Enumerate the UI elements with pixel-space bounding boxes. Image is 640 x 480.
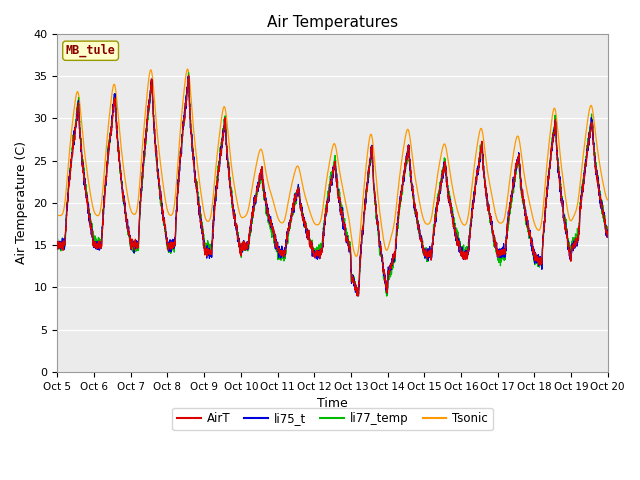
- Text: MB_tule: MB_tule: [66, 44, 116, 58]
- Y-axis label: Air Temperature (C): Air Temperature (C): [15, 142, 28, 264]
- Title: Air Temperatures: Air Temperatures: [267, 15, 398, 30]
- Legend: AirT, li75_t, li77_temp, Tsonic: AirT, li75_t, li77_temp, Tsonic: [172, 408, 493, 430]
- X-axis label: Time: Time: [317, 397, 348, 410]
